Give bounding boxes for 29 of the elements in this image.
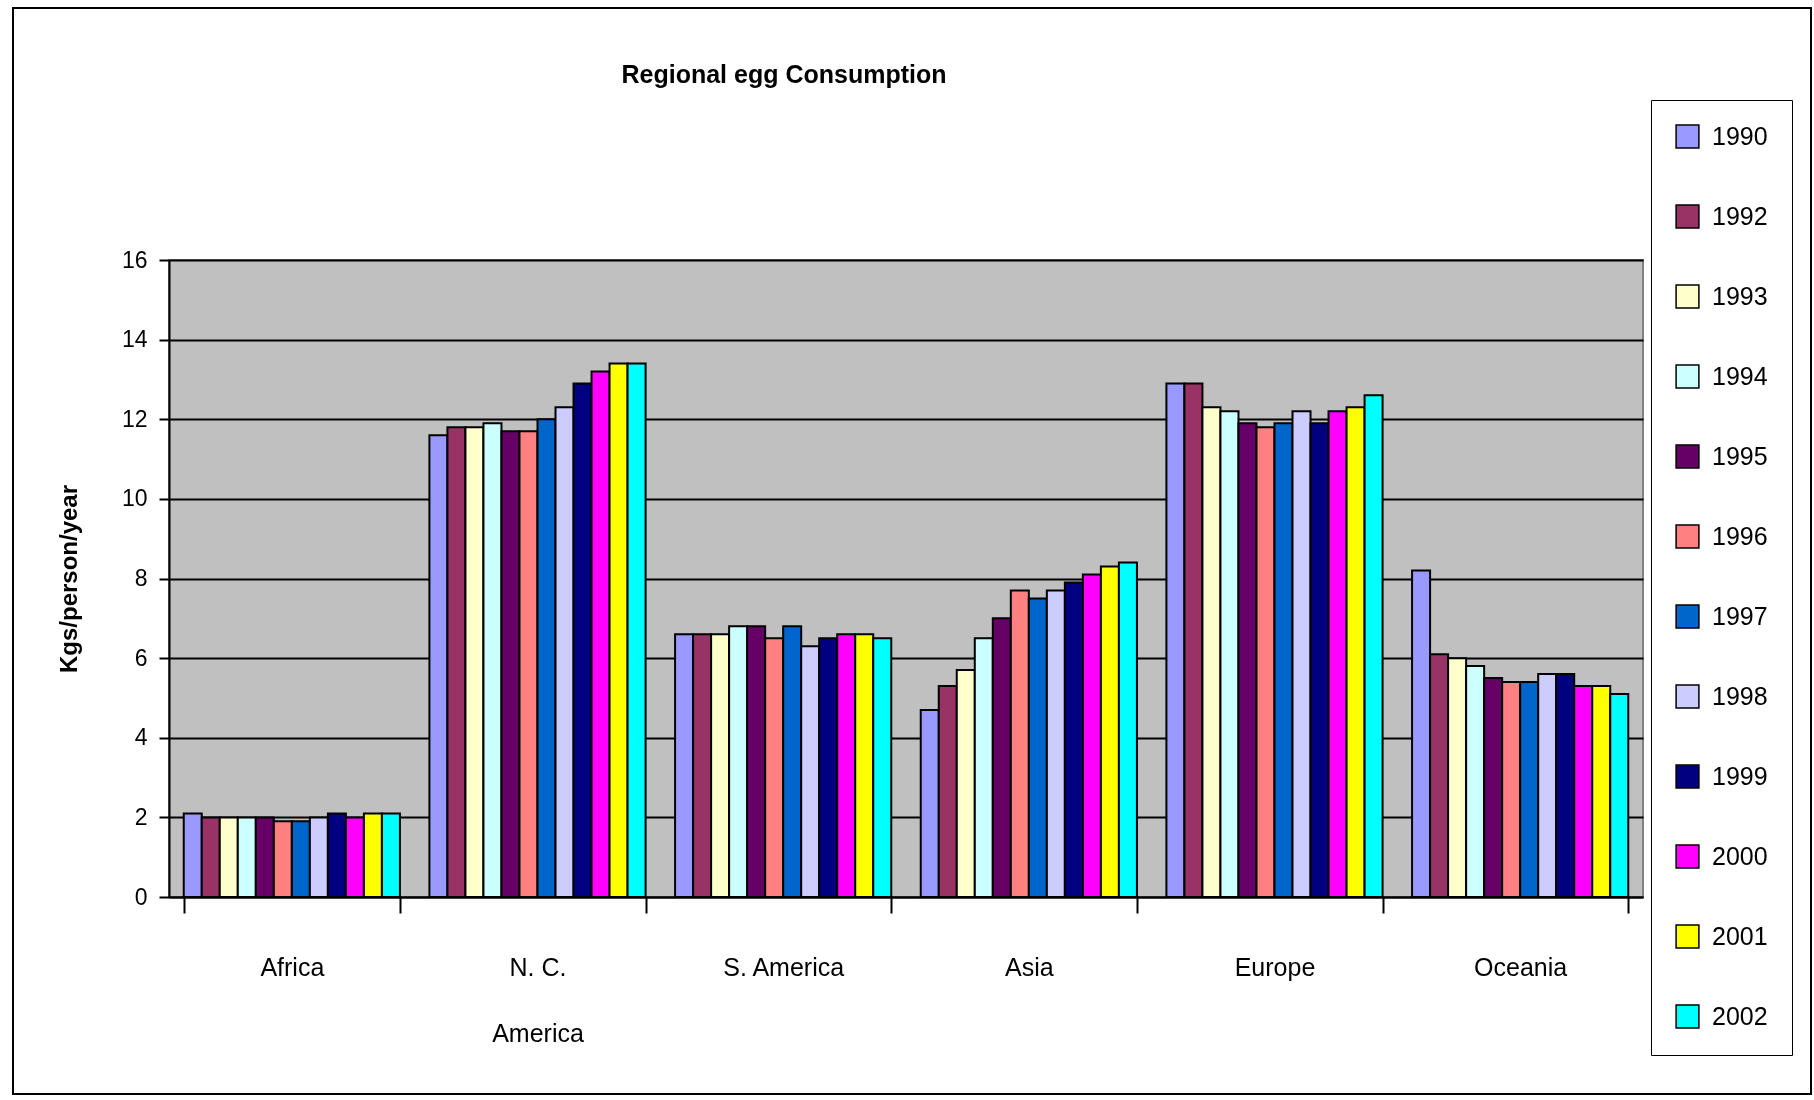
x-tick-label: Europe <box>1234 952 1316 981</box>
x-tick-label: Africa <box>260 952 325 981</box>
x-tick-label: Oceania <box>1474 952 1568 981</box>
y-axis-title: Kgs/person/year <box>54 484 82 674</box>
legend-label: 2002 <box>1712 1001 1768 1030</box>
legend-label: 1994 <box>1712 361 1768 390</box>
y-tick-label: 6 <box>134 644 148 671</box>
legend-label: 1990 <box>1712 121 1768 150</box>
y-tick-label: 14 <box>121 326 148 353</box>
legend-label: 1993 <box>1712 281 1768 310</box>
y-tick-label: 16 <box>121 246 148 273</box>
x-tick-label: S. America <box>723 952 845 981</box>
legend-label: 1997 <box>1712 601 1768 630</box>
x-tick-label: Asia <box>1005 952 1054 981</box>
y-tick-label: 0 <box>134 883 148 910</box>
category-label: N. C. America <box>492 952 584 1047</box>
chart-title: Regional egg Consumption <box>621 59 947 88</box>
y-tick-label: 4 <box>134 724 148 751</box>
y-tick-label: 12 <box>121 405 148 432</box>
y-tick-label: 8 <box>134 565 148 591</box>
legend-label: 1998 <box>1712 681 1768 710</box>
legend-label: 1992 <box>1712 201 1768 230</box>
y-tick-label: 10 <box>121 485 148 512</box>
legend-label: 1999 <box>1712 761 1768 790</box>
legend-label: 2000 <box>1712 841 1768 870</box>
y-tick-label: 2 <box>134 803 148 830</box>
legend-label: 1995 <box>1712 441 1768 470</box>
legend-label: 2001 <box>1712 921 1768 950</box>
legend-label: 1996 <box>1712 521 1768 550</box>
